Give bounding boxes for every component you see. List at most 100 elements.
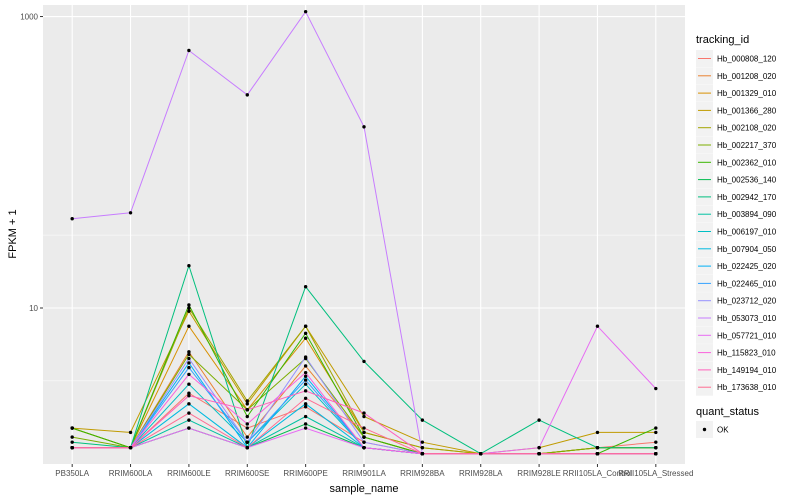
data-point [303, 402, 308, 406]
data-point [187, 356, 191, 361]
data-point [654, 386, 658, 391]
legend: tracking_id Hb_000808_120 Hb_001208_020 Hb_… [696, 34, 777, 438]
legend-label: Hb_001329_010 [717, 89, 777, 98]
data-point [595, 324, 600, 328]
data-point [595, 452, 600, 456]
data-point [187, 418, 191, 422]
data-points [70, 9, 658, 456]
data-point [537, 418, 541, 422]
data-point [187, 426, 191, 430]
data-point [187, 352, 191, 357]
x-tick-label: RRII105LA_Stressed [618, 469, 693, 478]
data-point [303, 355, 308, 359]
data-point [362, 359, 366, 364]
legend-label: Hb_001208_020 [717, 72, 777, 81]
legend-label: Hb_022425_020 [717, 262, 777, 271]
data-point [70, 426, 74, 430]
data-point [303, 331, 308, 336]
data-point [303, 9, 308, 14]
legend-label: OK [717, 426, 729, 435]
data-point [128, 211, 133, 215]
data-point [362, 125, 366, 129]
data-point [362, 430, 366, 435]
x-tick-label: RRIM928BA [400, 469, 445, 478]
data-point [303, 364, 308, 368]
legend-key-point [702, 427, 707, 432]
data-point [362, 426, 366, 430]
x-tick-label: RRIM928LA [459, 469, 503, 478]
data-point [420, 452, 425, 456]
x-tick-label: RRII105LA_Control [563, 469, 633, 478]
grid [43, 5, 685, 464]
data-point [654, 452, 658, 456]
data-point [70, 216, 74, 221]
data-point [303, 396, 308, 401]
data-point [303, 284, 308, 289]
data-point [245, 440, 249, 444]
x-tick-label: RRIM600SE [225, 469, 269, 478]
data-point [70, 440, 74, 444]
data-point [245, 426, 249, 430]
legend-label: Hb_057721_010 [717, 331, 777, 340]
data-point [187, 306, 191, 310]
data-point [362, 435, 366, 439]
data-point [128, 445, 133, 450]
data-point [303, 405, 308, 409]
data-point [420, 440, 425, 444]
data-point [245, 402, 249, 406]
x-tick-label: RRIM600LA [109, 469, 153, 478]
legend-label: Hb_002536_140 [717, 176, 777, 185]
data-point [245, 445, 249, 450]
data-point [303, 426, 308, 430]
legend-label: Hb_173638_010 [717, 383, 777, 392]
data-point [654, 440, 658, 444]
legend-label: Hb_003894_090 [717, 210, 777, 219]
data-point [303, 374, 308, 378]
legend-label: Hb_007904_050 [717, 245, 777, 254]
data-point [479, 452, 483, 456]
legend-title-tracking-id: tracking_id [696, 34, 749, 46]
data-point [303, 378, 308, 382]
data-point [245, 93, 249, 97]
data-point [303, 389, 308, 393]
data-point [187, 350, 191, 354]
data-point [420, 418, 425, 422]
x-tick-label: RRIM928LE [517, 469, 561, 478]
data-point [595, 430, 600, 435]
x-axis-title: sample_name [329, 483, 398, 495]
data-point [187, 303, 191, 307]
x-tick-label: RRIM600LE [167, 469, 211, 478]
data-point [537, 452, 541, 456]
data-point [654, 445, 658, 450]
data-point [245, 408, 249, 412]
legend-label: Hb_149194_010 [717, 366, 777, 375]
data-point [595, 445, 600, 450]
data-point [70, 435, 74, 439]
data-point [187, 324, 191, 328]
data-point [362, 414, 366, 419]
data-point [187, 361, 191, 365]
legend-label: Hb_002942_170 [717, 193, 777, 202]
legend-label: Hb_002108_020 [717, 124, 777, 133]
data-point [187, 391, 191, 395]
x-axis: PB350LA RRIM600LA RRIM600LE RRIM600SE RRIM60… [55, 464, 693, 478]
legend-label: Hb_006197_010 [717, 228, 777, 237]
legend-label: Hb_053073_010 [717, 314, 777, 323]
x-tick-label: RRIM600PE [283, 469, 327, 478]
data-point [70, 445, 74, 450]
data-point [187, 309, 191, 313]
data-point [654, 430, 658, 435]
y-axis: 10 1000 [20, 13, 43, 313]
data-point [303, 414, 308, 419]
data-point [654, 426, 658, 430]
data-point [362, 411, 366, 415]
data-point [303, 382, 308, 386]
data-point [187, 264, 191, 268]
data-point [245, 399, 249, 403]
data-point [187, 402, 191, 406]
data-point [362, 445, 366, 450]
legend-label: Hb_022465_010 [717, 279, 777, 288]
data-point [303, 422, 308, 426]
data-point [362, 440, 366, 444]
